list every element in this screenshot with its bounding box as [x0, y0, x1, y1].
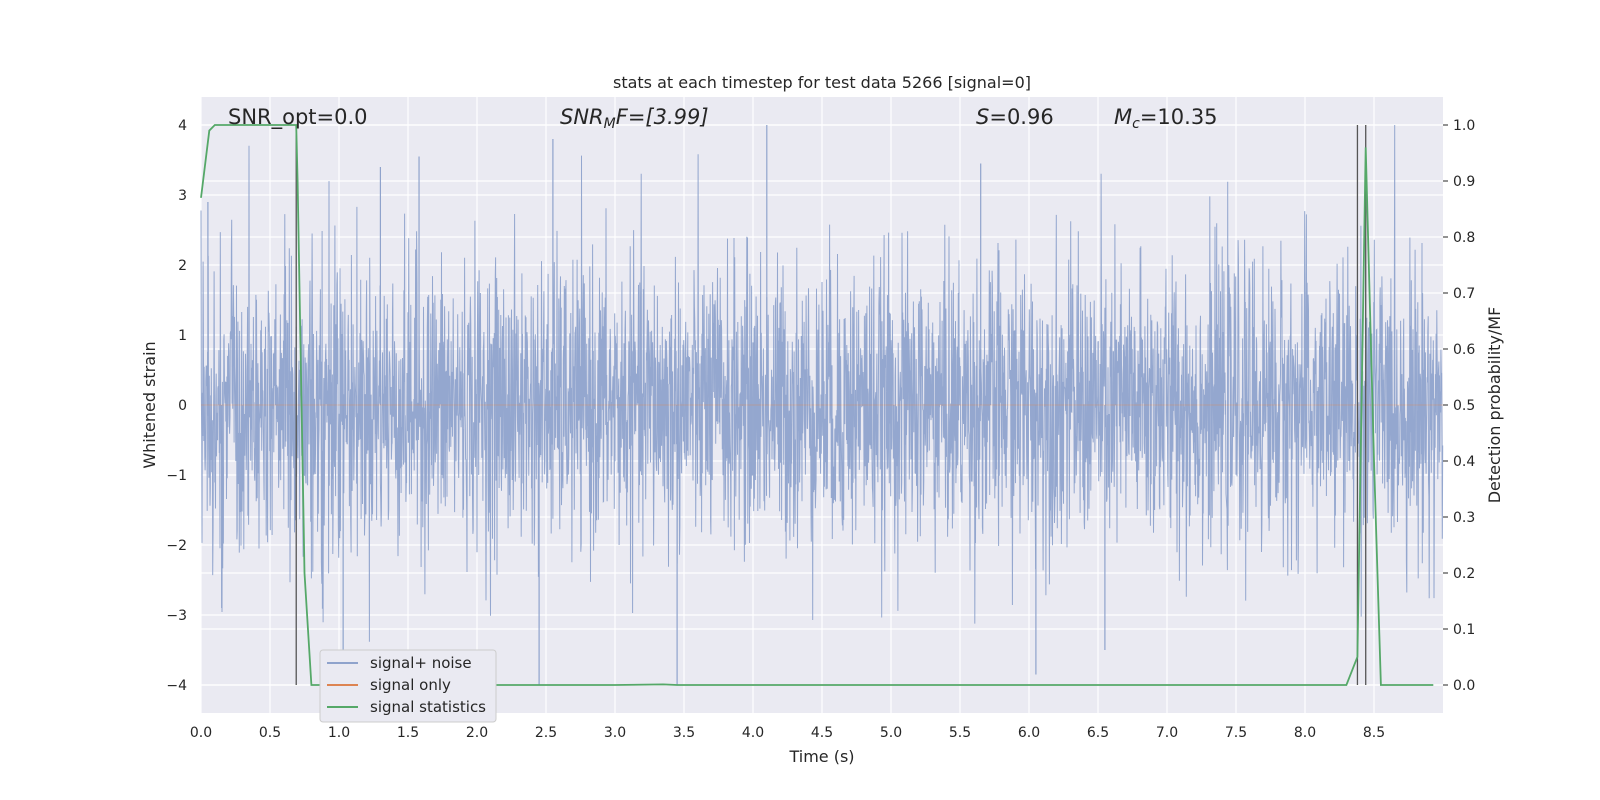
legend-label-signal-noise: signal+ noise [370, 654, 472, 672]
y2-tick-label: 0.6 [1453, 342, 1475, 358]
y2-tick-label: 0.8 [1453, 230, 1475, 246]
x-tick-label: 1.0 [328, 725, 350, 741]
y-tick-label: −4 [166, 678, 187, 694]
s-annotation: S=0.96 [976, 105, 1054, 129]
mc-symbol: M [1114, 105, 1132, 129]
legend-label-signal-statistics: signal statistics [370, 698, 486, 716]
chart-title: stats at each timestep for test data 526… [613, 73, 1031, 92]
vertical-markers [295, 125, 1367, 685]
strain-series [200, 124, 1444, 685]
x-tick-label: 4.5 [811, 725, 833, 741]
x-tick-label: 0.5 [259, 725, 281, 741]
snr-mf-annotation: SNRMF=[3.99] [560, 105, 709, 132]
y2-tick-label: 0.2 [1453, 566, 1475, 582]
x-tick-label: 8.0 [1294, 725, 1316, 741]
y-tick-label: −2 [166, 538, 187, 554]
x-tick-label: 6.0 [1018, 725, 1040, 741]
y2-tick-label: 0.1 [1453, 622, 1475, 638]
x-tick-label: 3.0 [604, 725, 626, 741]
y2-axis-label: Detection probability/MF [1485, 307, 1504, 504]
snr-opt-annotation: SNR_opt=0.0 [228, 105, 368, 130]
x-tick-label: 8.5 [1363, 725, 1385, 741]
y2-tick-label: 0.9 [1453, 174, 1475, 190]
x-axis-label: Time (s) [788, 747, 854, 766]
legend: signal+ noise signal only signal statist… [319, 649, 497, 723]
snr-mf-subscript: M [604, 116, 616, 132]
x-tick-label: 2.0 [466, 725, 488, 741]
y-axis-label: Whitened strain [140, 341, 159, 468]
mc-subscript: c [1132, 116, 1140, 132]
x-tick-label: 1.5 [397, 725, 419, 741]
y-tick-label: 0 [178, 398, 187, 414]
x-tick-label: 6.5 [1087, 725, 1109, 741]
y2-tick-labels: 1.0 0.9 0.8 0.7 0.6 0.5 0.4 0.3 0.2 0.1 0.0 [1443, 118, 1475, 694]
legend-label-signal-only: signal only [370, 676, 451, 694]
s-symbol: S [976, 105, 989, 129]
y-tick-label: 1 [178, 328, 187, 344]
x-tick-label: 7.5 [1225, 725, 1247, 741]
signal-statistics-line [200, 124, 1434, 686]
s-value: =0.96 [989, 105, 1053, 129]
y-tick-label: 2 [178, 258, 187, 274]
x-tick-labels: 0.0 0.5 1.0 1.5 2.0 2.5 3.0 3.5 4.0 4.5 5.0 5.5 6.0 6… [190, 725, 1385, 741]
mc-value: =10.35 [1140, 105, 1218, 129]
signal-statistics-series [200, 124, 1434, 686]
strain-line [200, 124, 1444, 642]
snr-mf-value: F=[3.99] [616, 105, 709, 129]
x-tick-label: 0.0 [190, 725, 212, 741]
snr-mf-symbol: SNR [560, 105, 604, 129]
y2-tick-label: 0.7 [1453, 286, 1475, 302]
y-tick-label: 3 [178, 188, 187, 204]
x-tick-label: 2.5 [535, 725, 557, 741]
y2-tick-label: 0.5 [1453, 398, 1475, 414]
x-tick-label: 4.0 [742, 725, 764, 741]
mc-annotation: Mc=10.35 [1114, 105, 1218, 132]
y-tick-label: 4 [178, 118, 187, 134]
x-tick-label: 3.5 [673, 725, 695, 741]
y2-tick-label: 0.4 [1453, 454, 1475, 470]
y-tick-label: −1 [166, 468, 187, 484]
legend-box [319, 649, 497, 723]
y2-tick-label: 1.0 [1453, 118, 1475, 134]
y2-tick-label: 0.3 [1453, 510, 1475, 526]
y2-tick-label: 0.0 [1453, 678, 1475, 694]
x-tick-label: 7.0 [1156, 725, 1178, 741]
y-tick-label: −3 [166, 608, 187, 624]
x-tick-label: 5.5 [949, 725, 971, 741]
x-tick-label: 5.0 [880, 725, 902, 741]
y-tick-labels: 4 3 2 1 0 −1 −2 −3 −4 [166, 118, 187, 694]
